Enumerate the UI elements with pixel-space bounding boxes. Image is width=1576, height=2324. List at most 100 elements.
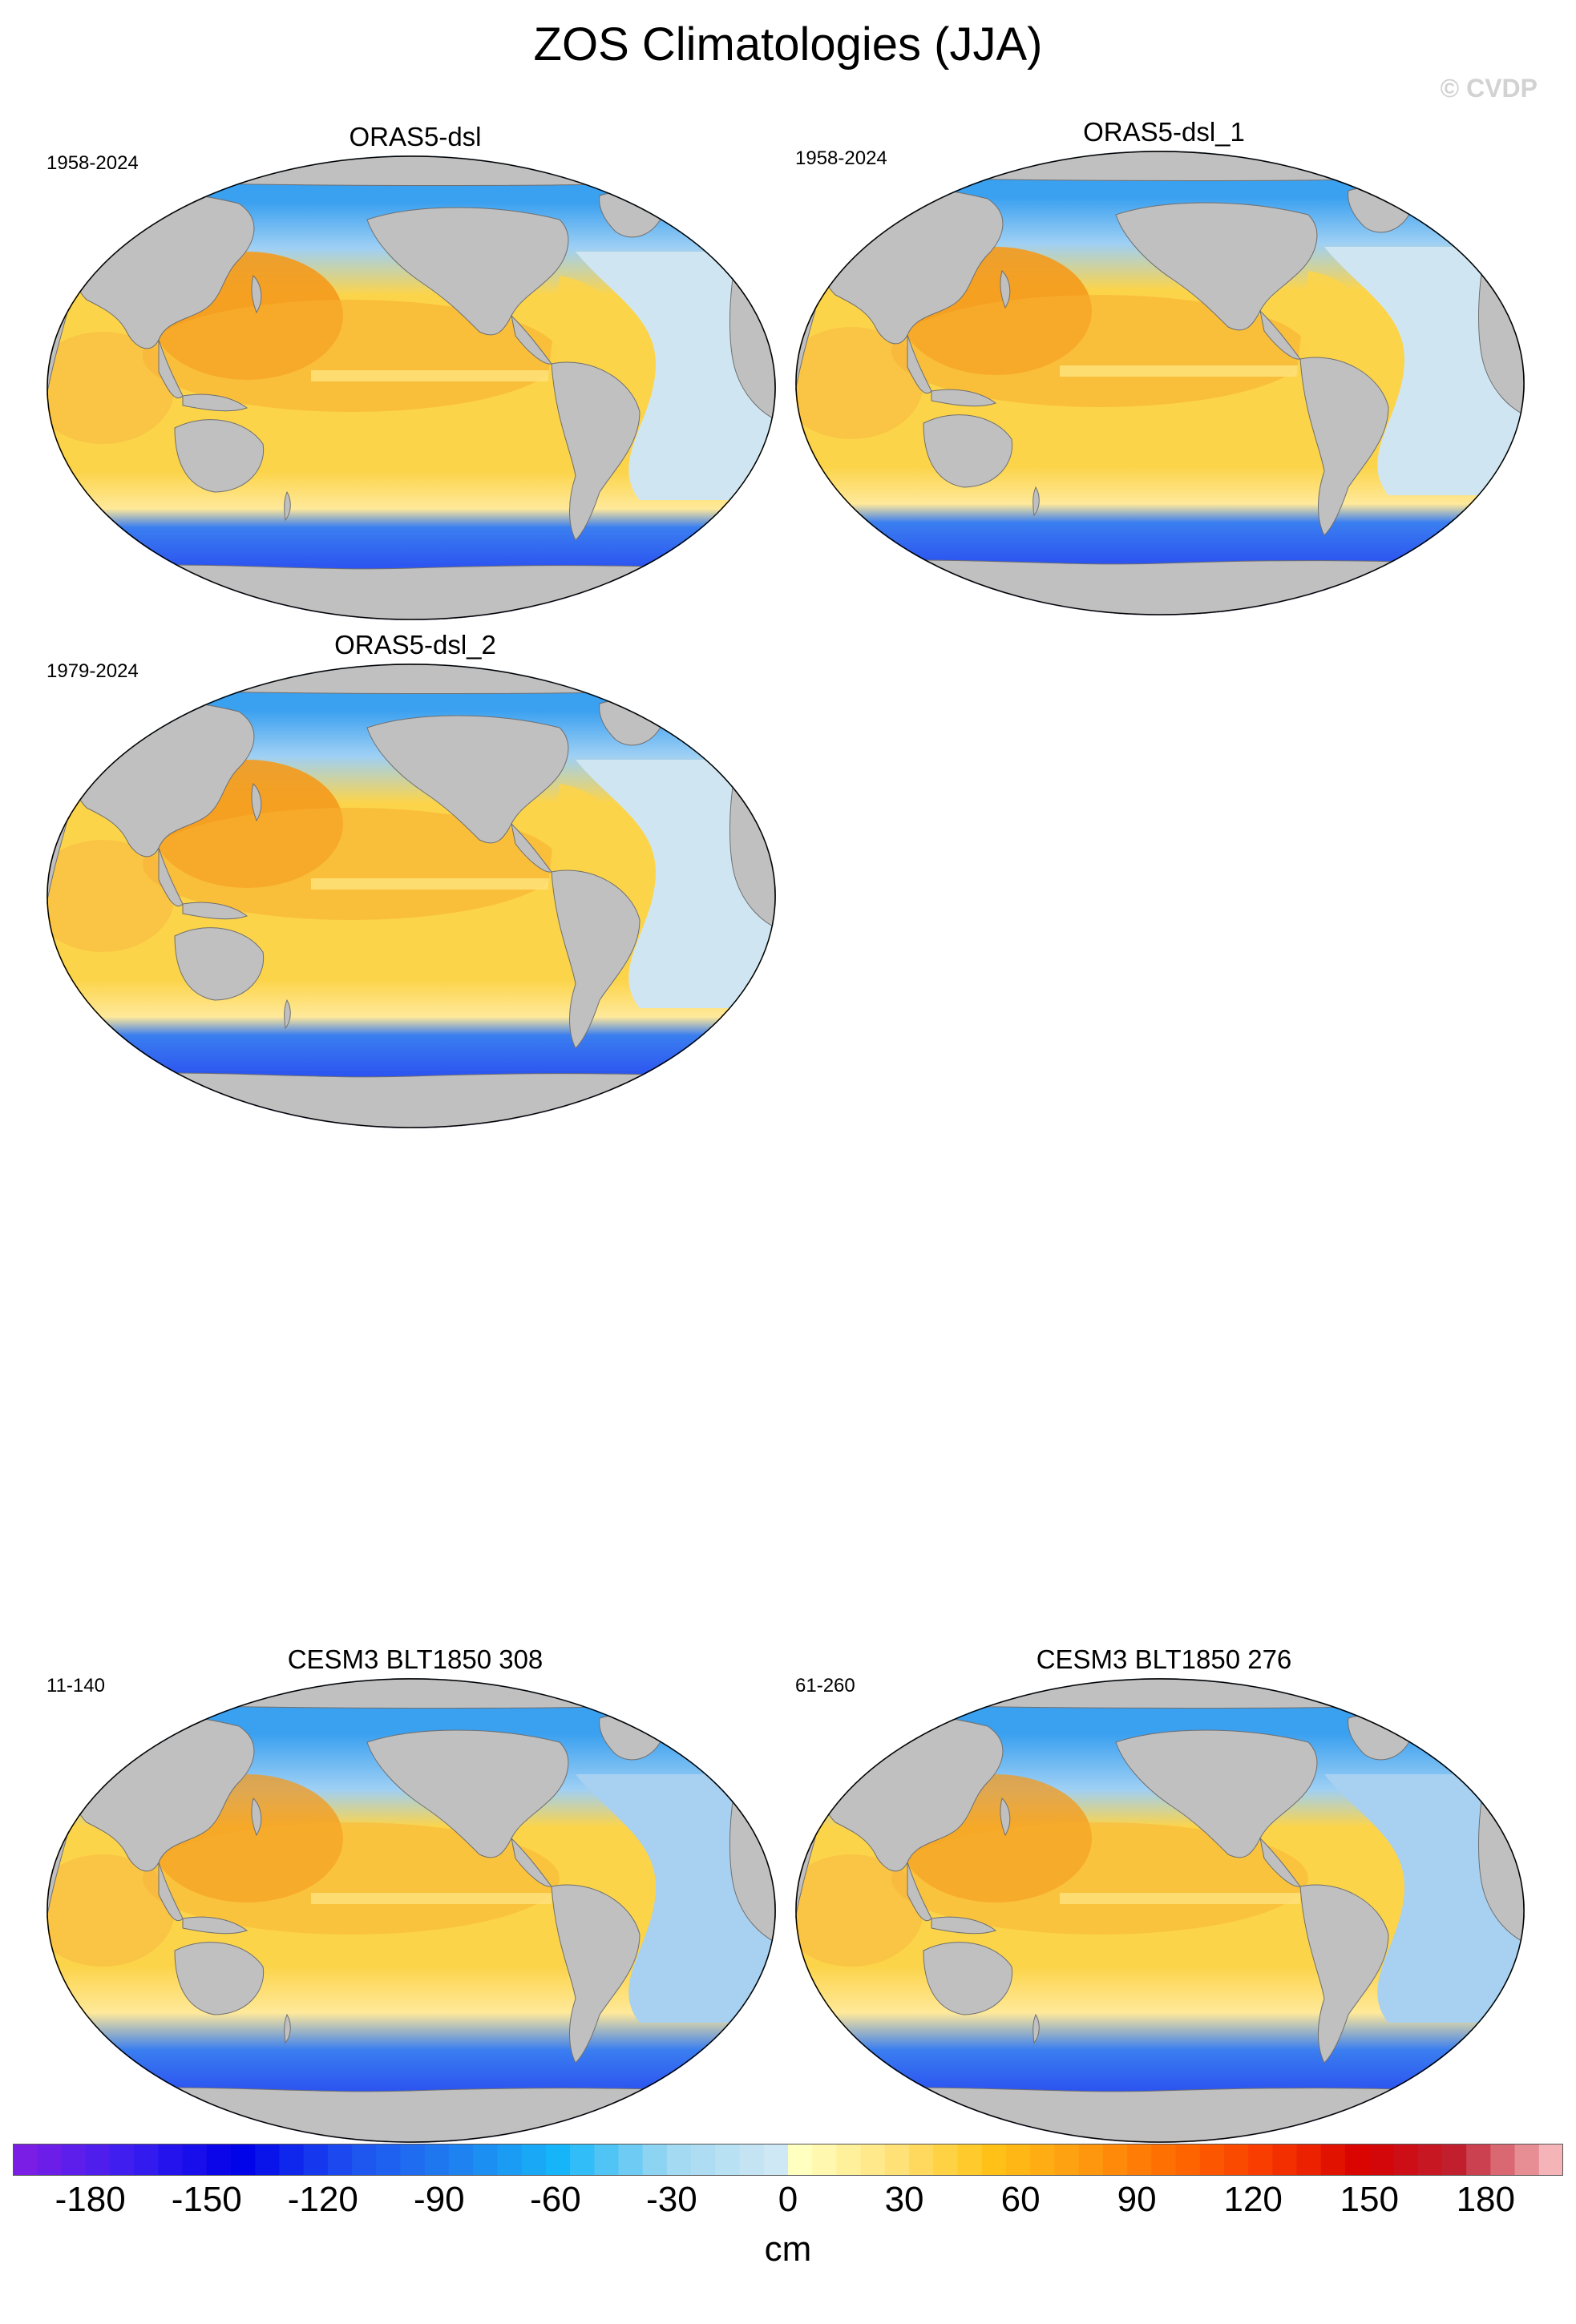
atlantic-ocean (576, 760, 776, 1008)
colorbar-swatch (1102, 2144, 1128, 2176)
ocean-map (46, 155, 776, 620)
equatorial-band (311, 1893, 552, 1904)
colorbar-swatch (400, 2144, 426, 2176)
colorbar-swatch (1514, 2144, 1540, 2176)
panel-period: 1958-2024 (795, 147, 887, 169)
colorbar-swatch (788, 2144, 813, 2176)
colorbar-swatch (812, 2144, 838, 2176)
panel-period: 1979-2024 (46, 660, 139, 682)
colorbar-swatch (255, 2144, 281, 2176)
ocean-map (46, 1678, 776, 2143)
colorbar-swatch (109, 2144, 135, 2176)
panel-period: 61-260 (795, 1675, 855, 1697)
colorbar-swatch (1005, 2144, 1031, 2176)
equatorial-band (1060, 1893, 1300, 1904)
colorbar-swatch (1441, 2144, 1467, 2176)
ocean-map (795, 151, 1525, 615)
panel-title: CESM3 BLT1850 308 (287, 1644, 544, 1674)
colorbar-swatch (61, 2144, 87, 2176)
map-layers (795, 151, 1525, 615)
colorbar-tick-label: 30 (884, 2180, 924, 2219)
colorbar-swatch (933, 2144, 959, 2176)
colorbar-swatch (545, 2144, 571, 2176)
colorbar-swatch (1030, 2144, 1056, 2176)
panel-title: ORAS5-dsl_2 (334, 630, 496, 660)
colorbar-tick-label: 180 (1456, 2180, 1516, 2219)
colorbar-tick-labels: -180 -150 -120 -90 -60 -30 0 30 60 90 120 150 180 (0, 2180, 1576, 2228)
colorbar-tick-label: -90 (414, 2180, 465, 2219)
colorbar-swatch (1490, 2144, 1516, 2176)
colorbar-tick-label: -120 (287, 2180, 358, 2219)
colorbar-swatch (1223, 2144, 1249, 2176)
colorbar-swatch (715, 2144, 741, 2176)
colorbar-swatch (1345, 2144, 1370, 2176)
colorbar-swatch (376, 2144, 402, 2176)
colorbar-swatch (352, 2144, 377, 2176)
colorbar (13, 2144, 1563, 2176)
colorbar-swatch (279, 2144, 305, 2176)
colorbar-swatch (1272, 2144, 1298, 2176)
colorbar-swatch (13, 2144, 38, 2176)
atlantic-ocean (576, 252, 776, 500)
colorbar-swatch (1538, 2144, 1563, 2176)
map-panel-oras5-dsl-2: ORAS5-dsl_2 1979-2024 (46, 630, 784, 1143)
map-outline (46, 1678, 776, 2143)
ocean-map (795, 1678, 1525, 2143)
colorbar-swatch (1296, 2144, 1322, 2176)
colorbar-swatch (327, 2144, 353, 2176)
colorbar-tick-label: 60 (1000, 2180, 1041, 2219)
map-outline (46, 664, 776, 1128)
colorbar-swatch (691, 2144, 716, 2176)
atlantic-ocean (1324, 1774, 1525, 2023)
colorbar-swatch (1417, 2144, 1443, 2176)
colorbar-unit: cm (764, 2229, 812, 2269)
colorbar-swatch (1151, 2144, 1177, 2176)
colorbar-swatch (182, 2144, 208, 2176)
colorbar-swatch (860, 2144, 886, 2176)
atlantic-ocean (576, 1774, 776, 2023)
colorbar-swatch (1175, 2144, 1201, 2176)
equatorial-band (1060, 365, 1300, 377)
map-layers (795, 1678, 1525, 2143)
map-panel-oras5-dsl: ORAS5-dsl 1958-2024 (46, 122, 784, 635)
atlantic-ocean (1324, 247, 1525, 495)
colorbar-swatch (884, 2144, 910, 2176)
colorbar-swatch (957, 2144, 983, 2176)
colorbar-swatch (134, 2144, 159, 2176)
colorbar-swatch (1078, 2144, 1104, 2176)
colorbar-tick-label: 120 (1223, 2180, 1283, 2219)
colorbar-swatch (570, 2144, 595, 2176)
colorbar-swatch (666, 2144, 692, 2176)
colorbar-swatch (85, 2144, 111, 2176)
colorbar-tick-label: -180 (55, 2180, 126, 2219)
colorbar-swatch (1248, 2144, 1273, 2176)
map-layers (46, 155, 776, 620)
colorbar-swatch (303, 2144, 329, 2176)
panel-title: ORAS5-dsl (349, 122, 482, 151)
map-layers (46, 664, 776, 1128)
colorbar-swatch (618, 2144, 644, 2176)
colorbar-swatch (642, 2144, 668, 2176)
watermark: © CVDP (1440, 74, 1538, 103)
colorbar-swatch (1127, 2144, 1152, 2176)
colorbar-swatch (739, 2144, 765, 2176)
equatorial-band (311, 878, 552, 890)
equatorial-band (311, 370, 552, 381)
colorbar-swatch (473, 2144, 498, 2176)
colorbar-tick-label: 0 (778, 2180, 798, 2219)
colorbar-swatch (763, 2144, 789, 2176)
map-panel-cesm3-308: CESM3 BLT1850 308 11-140 (46, 1644, 784, 2157)
colorbar-swatch (37, 2144, 63, 2176)
colorbar-swatch (981, 2144, 1007, 2176)
colorbar-swatch (909, 2144, 934, 2176)
colorbar-swatch (521, 2144, 547, 2176)
colorbar-swatch (594, 2144, 620, 2176)
map-outline (795, 1678, 1525, 2143)
colorbar-swatch (1320, 2144, 1346, 2176)
colorbar-swatch (448, 2144, 474, 2176)
panel-period: 1958-2024 (46, 152, 139, 174)
colorbar-swatch (836, 2144, 862, 2176)
colorbar-swatch (1054, 2144, 1080, 2176)
colorbar-swatch (1199, 2144, 1225, 2176)
map-outline (46, 155, 776, 620)
